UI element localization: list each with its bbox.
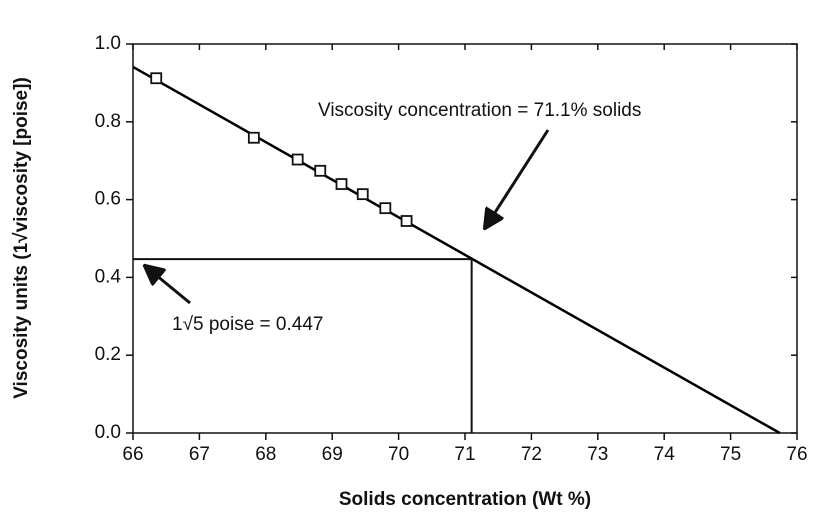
- data-point: [379, 202, 392, 215]
- data-point: [247, 131, 260, 144]
- fit-line: [132, 65, 781, 435]
- y-tick-label: 0.0: [95, 422, 121, 443]
- data-point: [314, 164, 327, 177]
- y-axis-title: Viscosity units (1√viscosity [poise]): [11, 77, 32, 399]
- x-tick-label: 74: [654, 444, 676, 465]
- x-tick-label: 66: [122, 444, 143, 465]
- x-tick-label: 75: [720, 444, 741, 465]
- y-tick-label: 0.6: [95, 189, 121, 210]
- x-tick-label: 68: [255, 444, 276, 465]
- y-tick-label: 0.2: [95, 344, 121, 365]
- data-point: [356, 188, 369, 201]
- x-tick-label: 67: [189, 444, 210, 465]
- x-tick-label: 73: [587, 444, 608, 465]
- data-point: [335, 178, 348, 190]
- annotation-arrow: [485, 129, 550, 228]
- x-tick-label: 76: [786, 444, 807, 465]
- data-point: [400, 215, 413, 227]
- data-point: [150, 72, 163, 85]
- x-axis-title: Solids concentration (Wt %): [339, 489, 591, 510]
- y-tick-label: 1.0: [95, 33, 121, 54]
- x-tick-label: 70: [388, 444, 409, 465]
- annotation-arrow: [145, 266, 191, 305]
- y-tick-label: 0.4: [95, 266, 122, 287]
- data-point: [291, 153, 304, 166]
- annotation: Viscosity concentration = 71.1% solids: [318, 100, 641, 121]
- x-tick-label: 72: [521, 444, 542, 465]
- x-tick-label: 71: [454, 444, 475, 465]
- x-tick-label: 69: [322, 444, 343, 465]
- y-tick-label: 0.8: [95, 111, 121, 132]
- annotation: 1√5 poise = 0.447: [172, 314, 323, 335]
